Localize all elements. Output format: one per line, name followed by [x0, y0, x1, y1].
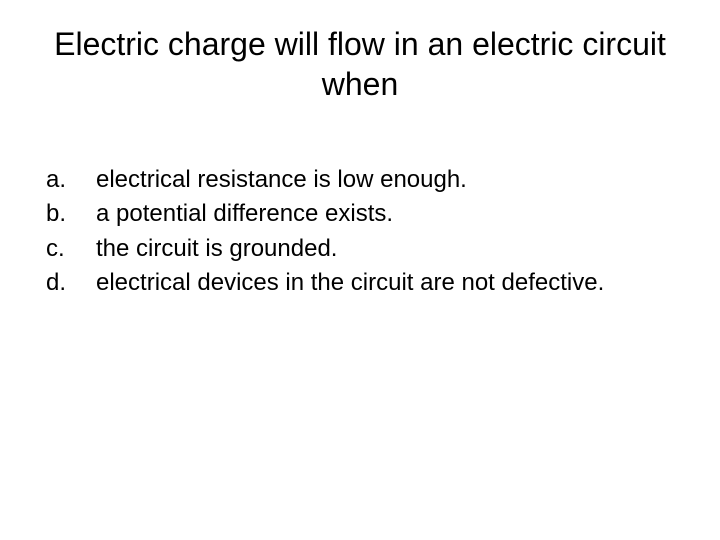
option-letter: c. [46, 233, 96, 267]
question-title: Electric charge will flow in an electric… [50, 24, 670, 104]
option-letter: d. [46, 267, 96, 301]
option-text: electrical resistance is low enough. [96, 164, 604, 198]
option-letter: b. [46, 198, 96, 232]
option-b: b. a potential difference exists. [46, 198, 604, 232]
option-a: a. electrical resistance is low enough. [46, 164, 604, 198]
slide: Electric charge will flow in an electric… [0, 0, 720, 540]
option-d: d. electrical devices in the circuit are… [46, 267, 604, 301]
options-list: a. electrical resistance is low enough. … [46, 164, 604, 302]
option-c: c. the circuit is grounded. [46, 233, 604, 267]
option-letter: a. [46, 164, 96, 198]
option-text: a potential difference exists. [96, 198, 604, 232]
option-text: electrical devices in the circuit are no… [96, 267, 604, 301]
option-text: the circuit is grounded. [96, 233, 604, 267]
